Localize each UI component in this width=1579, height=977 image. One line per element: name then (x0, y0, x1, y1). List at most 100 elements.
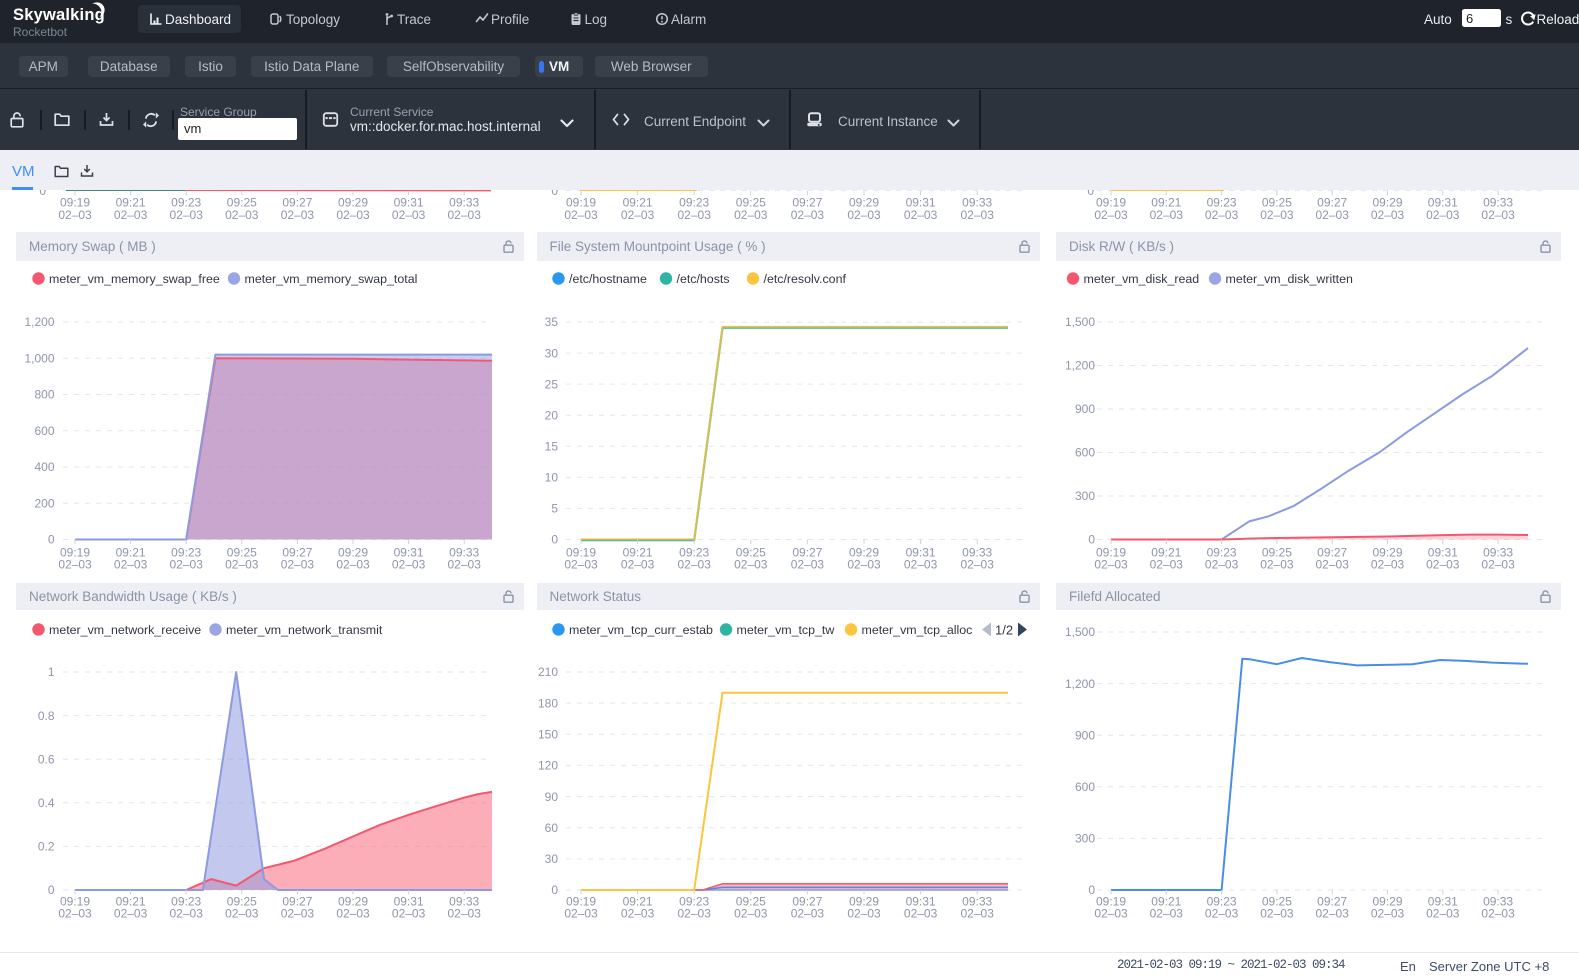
svg-text:600: 600 (1075, 780, 1095, 794)
svg-text:09:31: 09:31 (1428, 895, 1458, 909)
svg-text:09:27: 09:27 (282, 895, 312, 909)
svg-text:0: 0 (1087, 184, 1094, 198)
svg-text:35: 35 (545, 315, 559, 329)
svg-text:09:33: 09:33 (449, 546, 479, 560)
svg-text:meter_vm_disk_written: meter_vm_disk_written (1226, 272, 1354, 286)
svg-text:0: 0 (1088, 533, 1095, 547)
svg-text:meter_vm_tcp_alloc: meter_vm_tcp_alloc (862, 623, 973, 637)
svg-text:/etc/resolv.conf: /etc/resolv.conf (764, 272, 847, 286)
svg-text:meter_vm_memory_swap_free: meter_vm_memory_swap_free (49, 272, 220, 286)
svg-text:09:27: 09:27 (1317, 895, 1347, 909)
svg-text:300: 300 (1075, 489, 1095, 503)
svg-text:02–03: 02–03 (448, 907, 482, 921)
svg-text:02–03: 02–03 (225, 907, 259, 921)
svg-text:210: 210 (538, 665, 558, 679)
svg-text:09:19: 09:19 (566, 196, 596, 210)
svg-text:02–03: 02–03 (225, 208, 259, 222)
svg-text:09:27: 09:27 (282, 196, 312, 210)
svg-text:09:25: 09:25 (227, 546, 257, 560)
svg-text:meter_vm_disk_read: meter_vm_disk_read (1084, 272, 1200, 286)
svg-text:09:25: 09:25 (736, 196, 766, 210)
svg-text:02–03: 02–03 (961, 907, 995, 921)
svg-text:02–03: 02–03 (1316, 907, 1350, 921)
svg-text:09:25: 09:25 (1262, 546, 1292, 560)
svg-text:09:29: 09:29 (1372, 895, 1402, 909)
svg-text:02–03: 02–03 (1150, 558, 1184, 572)
svg-text:02–03: 02–03 (170, 208, 204, 222)
svg-text:0: 0 (48, 883, 55, 897)
svg-text:09:31: 09:31 (1428, 196, 1458, 210)
svg-text:09:23: 09:23 (1207, 196, 1237, 210)
svg-text:02–03: 02–03 (281, 558, 315, 572)
svg-text:meter_vm_network_transmit: meter_vm_network_transmit (226, 623, 383, 637)
svg-text:90: 90 (545, 790, 559, 804)
svg-text:09:23: 09:23 (171, 895, 201, 909)
svg-text:02–03: 02–03 (114, 907, 148, 921)
svg-text:09:33: 09:33 (962, 546, 992, 560)
svg-text:1,200: 1,200 (24, 315, 54, 329)
svg-text:09:29: 09:29 (849, 196, 879, 210)
svg-text:02–03: 02–03 (336, 907, 370, 921)
svg-text:09:25: 09:25 (1262, 895, 1292, 909)
svg-text:09:25: 09:25 (736, 546, 766, 560)
svg-text:02–03: 02–03 (961, 558, 995, 572)
svg-text:02–03: 02–03 (114, 208, 148, 222)
svg-text:1/2: 1/2 (995, 622, 1013, 637)
svg-text:/etc/hosts: /etc/hosts (677, 272, 730, 286)
svg-text:1,000: 1,000 (24, 351, 54, 365)
svg-text:0: 0 (551, 533, 558, 547)
svg-text:02–03: 02–03 (448, 208, 482, 222)
svg-text:02–03: 02–03 (734, 907, 768, 921)
svg-text:09:21: 09:21 (623, 546, 653, 560)
svg-text:30: 30 (545, 852, 559, 866)
svg-text:09:29: 09:29 (338, 196, 368, 210)
svg-text:02–03: 02–03 (392, 558, 426, 572)
svg-text:02–03: 02–03 (564, 907, 598, 921)
svg-text:09:19: 09:19 (1096, 196, 1126, 210)
svg-text:02–03: 02–03 (904, 907, 938, 921)
svg-text:09:23: 09:23 (679, 895, 709, 909)
svg-text:900: 900 (1075, 728, 1095, 742)
svg-text:09:23: 09:23 (171, 196, 201, 210)
svg-text:200: 200 (34, 496, 54, 510)
svg-text:02–03: 02–03 (170, 558, 204, 572)
svg-text:0.2: 0.2 (38, 840, 55, 854)
svg-text:09:29: 09:29 (338, 895, 368, 909)
svg-text:09:23: 09:23 (679, 196, 709, 210)
svg-text:02–03: 02–03 (336, 558, 370, 572)
svg-text:02–03: 02–03 (1205, 907, 1239, 921)
svg-text:09:19: 09:19 (1096, 895, 1126, 909)
svg-text:02–03: 02–03 (1094, 558, 1128, 572)
svg-text:09:31: 09:31 (906, 895, 936, 909)
svg-text:09:31: 09:31 (394, 546, 424, 560)
svg-text:09:29: 09:29 (1372, 546, 1402, 560)
svg-text:02–03: 02–03 (1205, 558, 1239, 572)
svg-text:09:33: 09:33 (1483, 196, 1513, 210)
svg-text:09:27: 09:27 (792, 196, 822, 210)
svg-text:02–03: 02–03 (904, 208, 938, 222)
svg-text:09:27: 09:27 (792, 546, 822, 560)
svg-text:02–03: 02–03 (847, 907, 881, 921)
svg-text:09:29: 09:29 (338, 546, 368, 560)
svg-text:900: 900 (1075, 402, 1095, 416)
svg-text:09:31: 09:31 (906, 546, 936, 560)
svg-text:09:23: 09:23 (1207, 546, 1237, 560)
svg-text:0.6: 0.6 (38, 752, 55, 766)
svg-text:02–03: 02–03 (1260, 907, 1294, 921)
svg-text:02–03: 02–03 (621, 558, 655, 572)
svg-text:09:27: 09:27 (792, 895, 822, 909)
svg-text:20: 20 (545, 408, 559, 422)
svg-text:09:19: 09:19 (1096, 546, 1126, 560)
svg-text:02–03: 02–03 (1481, 558, 1515, 572)
svg-text:meter_vm_tcp_tw: meter_vm_tcp_tw (737, 623, 835, 637)
svg-text:1,200: 1,200 (1065, 359, 1095, 373)
svg-text:09:25: 09:25 (1262, 196, 1292, 210)
svg-text:09:21: 09:21 (1151, 196, 1181, 210)
svg-text:09:33: 09:33 (449, 196, 479, 210)
svg-text:09:29: 09:29 (1372, 196, 1402, 210)
svg-text:09:29: 09:29 (849, 546, 879, 560)
svg-text:300: 300 (1075, 832, 1095, 846)
svg-text:02–03: 02–03 (170, 907, 204, 921)
svg-text:02–03: 02–03 (791, 208, 825, 222)
svg-text:02–03: 02–03 (847, 208, 881, 222)
